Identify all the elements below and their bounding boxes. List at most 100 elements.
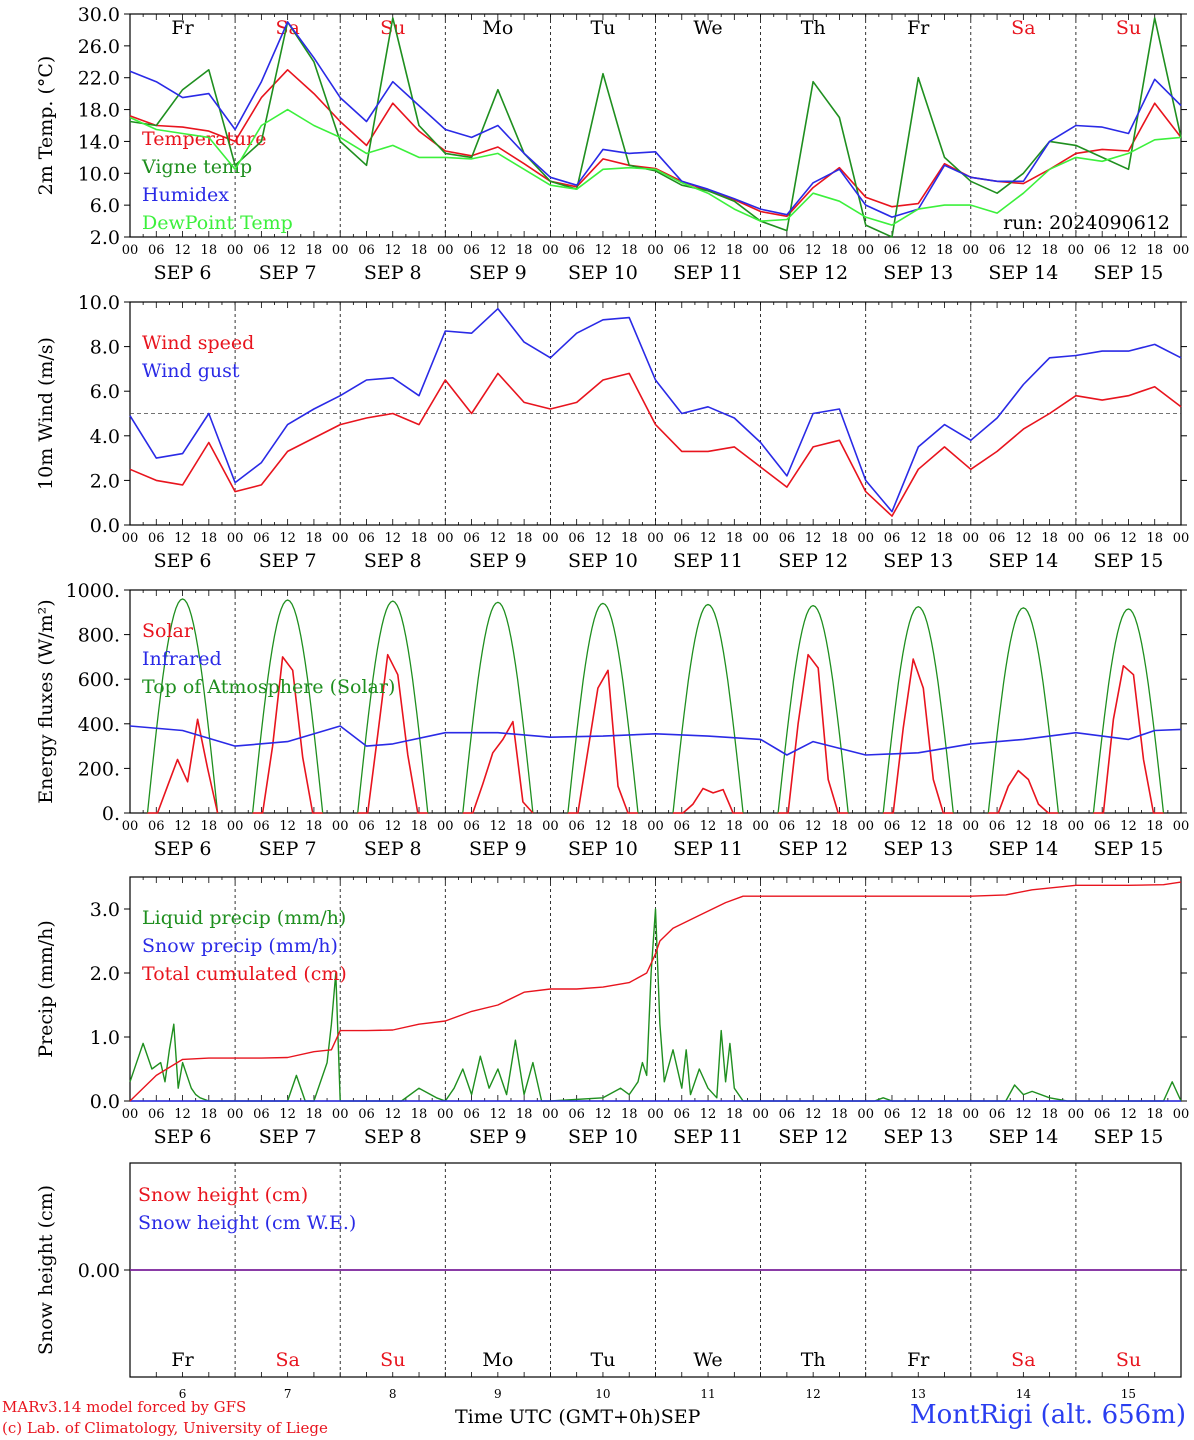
hour-label: 06 <box>148 1107 165 1122</box>
hour-label: 18 <box>621 243 638 258</box>
hour-label: 00 <box>752 243 769 258</box>
hour-label: 12 <box>700 1107 717 1122</box>
date-label: SEP 10 <box>568 262 638 284</box>
weekday-label: Mo <box>482 17 513 39</box>
hour-label: 06 <box>463 243 480 258</box>
hour-label: 06 <box>989 819 1006 834</box>
hour-label: 00 <box>1068 1107 1085 1122</box>
day-number-label: 12 <box>806 1387 821 1401</box>
hour-label: 18 <box>831 243 848 258</box>
hour-label: 12 <box>1015 531 1032 546</box>
hour-label: 18 <box>621 819 638 834</box>
hour-label: 18 <box>936 819 953 834</box>
y-tick-label: 10.0 <box>78 292 120 314</box>
date-label: SEP 15 <box>1094 550 1164 572</box>
run-label: run: 2024090612 <box>1003 212 1170 234</box>
legend-entry: Top of Atmosphere (Solar) <box>142 676 395 698</box>
date-label: SEP 10 <box>568 550 638 572</box>
precip-series-line <box>129 881 1182 1102</box>
x-axis-month: SEP <box>660 1406 701 1428</box>
weekday-label: We <box>693 17 722 39</box>
y-tick-label: 8.0 <box>90 337 120 359</box>
hour-label: 18 <box>411 1107 428 1122</box>
hour-label: 00 <box>857 819 874 834</box>
hour-label: 00 <box>437 531 454 546</box>
hour-label: 00 <box>542 531 559 546</box>
hour-label: 12 <box>805 531 822 546</box>
date-label: SEP 9 <box>469 550 527 572</box>
hour-label: 18 <box>201 243 218 258</box>
hour-label: 12 <box>174 531 191 546</box>
legend-entry: Wind speed <box>142 332 254 354</box>
legend-entry: Wind gust <box>142 360 240 382</box>
hour-label: 18 <box>1041 1107 1058 1122</box>
weekday-label: Sa <box>1011 1349 1035 1371</box>
hour-label: 06 <box>989 1107 1006 1122</box>
solar-line <box>147 718 219 814</box>
hour-label: 12 <box>595 819 612 834</box>
date-label: SEP 6 <box>154 838 212 860</box>
hour-label: 06 <box>253 531 270 546</box>
hour-label: 12 <box>910 531 927 546</box>
legend-entry: Solar <box>142 620 194 642</box>
infrared-line <box>129 725 1182 756</box>
hour-label: 12 <box>700 819 717 834</box>
hour-label: 00 <box>332 531 349 546</box>
weekday-label: We <box>693 1349 722 1371</box>
hour-label: 06 <box>884 1107 901 1122</box>
toa-solar-line <box>462 601 534 814</box>
hour-label: 18 <box>306 819 323 834</box>
hour-label: 12 <box>910 243 927 258</box>
toa-solar-line <box>567 602 639 814</box>
hour-label: 00 <box>227 531 244 546</box>
temp-series-line <box>129 108 1182 226</box>
hour-label: 06 <box>674 531 691 546</box>
hour-label: 18 <box>411 243 428 258</box>
y-tick-label: 2.0 <box>90 470 120 492</box>
hour-label: 18 <box>201 531 218 546</box>
y-tick-label: 2.0 <box>90 963 120 985</box>
hour-label: 18 <box>516 1107 533 1122</box>
hour-label: 18 <box>621 1107 638 1122</box>
hour-label: 18 <box>516 531 533 546</box>
legend-entry: Liquid precip (mm/h) <box>142 907 346 929</box>
lab-credit: (c) Lab. of Climatology, University of L… <box>2 1419 328 1437</box>
hour-label: 12 <box>174 819 191 834</box>
hour-label: 06 <box>253 819 270 834</box>
toa-solar-line <box>146 598 219 814</box>
hour-label: 00 <box>647 243 664 258</box>
hour-label: 12 <box>595 1107 612 1122</box>
hour-label: 12 <box>279 243 296 258</box>
hour-label: 18 <box>306 531 323 546</box>
date-label: SEP 7 <box>259 1126 317 1148</box>
hour-label: 06 <box>568 819 585 834</box>
hour-label: 00 <box>963 819 980 834</box>
y-axis-title: Energy fluxes (W/m²) <box>35 599 57 803</box>
weekday-label: Th <box>801 1349 826 1371</box>
hour-label: 12 <box>490 531 507 546</box>
hour-label: 00 <box>1173 1107 1190 1122</box>
hour-label: 00 <box>963 531 980 546</box>
date-label: SEP 7 <box>259 262 317 284</box>
hour-label: 06 <box>568 1107 585 1122</box>
hour-label: 00 <box>122 819 139 834</box>
date-label: SEP 9 <box>469 1126 527 1148</box>
date-label: SEP 12 <box>778 550 848 572</box>
day-number-label: 15 <box>1121 1387 1136 1401</box>
hour-label: 12 <box>595 243 612 258</box>
hour-label: 18 <box>1041 531 1058 546</box>
date-label: SEP 8 <box>364 1126 422 1148</box>
hour-label: 18 <box>936 1107 953 1122</box>
solar-line <box>778 653 849 814</box>
hour-label: 00 <box>647 1107 664 1122</box>
hour-label: 18 <box>726 531 743 546</box>
legend-entry: Total cumulated (cm) <box>142 963 347 985</box>
hour-label: 12 <box>490 819 507 834</box>
hour-label: 00 <box>1068 531 1085 546</box>
solar-line <box>988 769 1059 814</box>
y-tick-label: 18.0 <box>78 100 120 122</box>
weekday-label: Sa <box>1011 17 1035 39</box>
hour-label: 00 <box>752 819 769 834</box>
hour-label: 06 <box>884 531 901 546</box>
weekday-label: Th <box>801 17 826 39</box>
